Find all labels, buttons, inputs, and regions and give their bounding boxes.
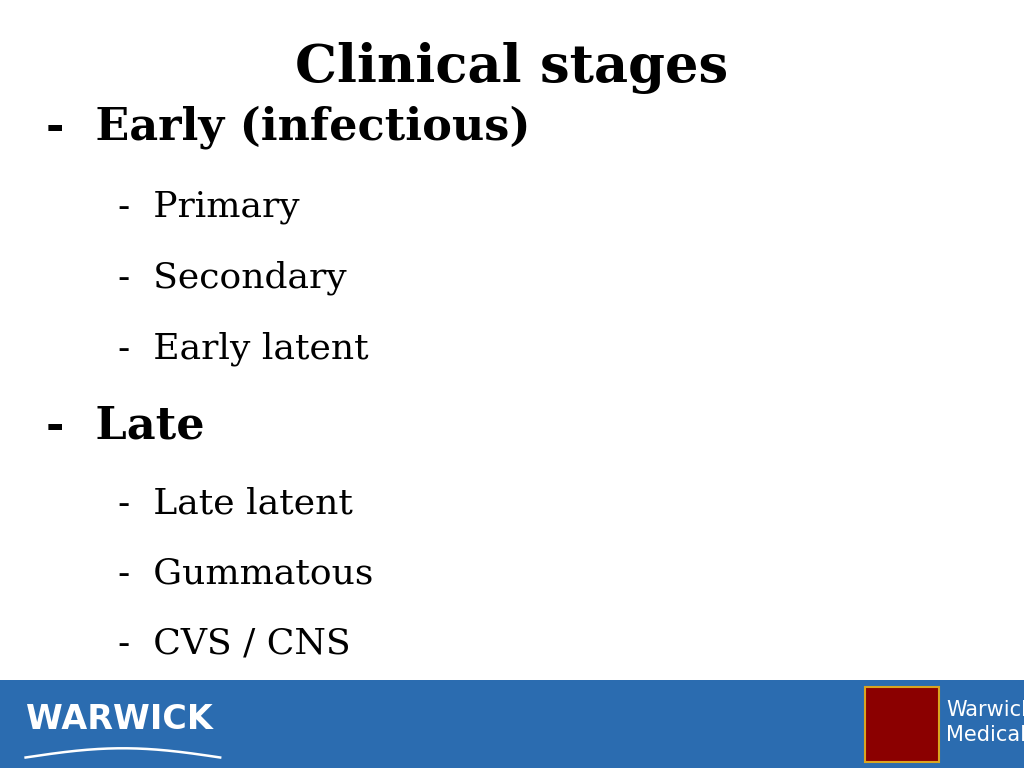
FancyBboxPatch shape bbox=[865, 687, 939, 762]
Text: -  Secondary: - Secondary bbox=[118, 261, 346, 295]
FancyBboxPatch shape bbox=[0, 680, 1024, 768]
Text: WARWICK: WARWICK bbox=[26, 703, 212, 737]
Text: -  Early (infectious): - Early (infectious) bbox=[46, 105, 530, 148]
Text: -  Late: - Late bbox=[46, 405, 205, 448]
Text: -  Gummatous: - Gummatous bbox=[118, 557, 373, 591]
Text: Clinical stages: Clinical stages bbox=[296, 42, 728, 94]
Text: -  Late latent: - Late latent bbox=[118, 486, 352, 520]
Text: Warwick
Medical School: Warwick Medical School bbox=[946, 700, 1024, 745]
Text: -  Primary: - Primary bbox=[118, 190, 299, 224]
Text: -  Early latent: - Early latent bbox=[118, 332, 369, 366]
Text: -  CVS / CNS: - CVS / CNS bbox=[118, 627, 350, 660]
